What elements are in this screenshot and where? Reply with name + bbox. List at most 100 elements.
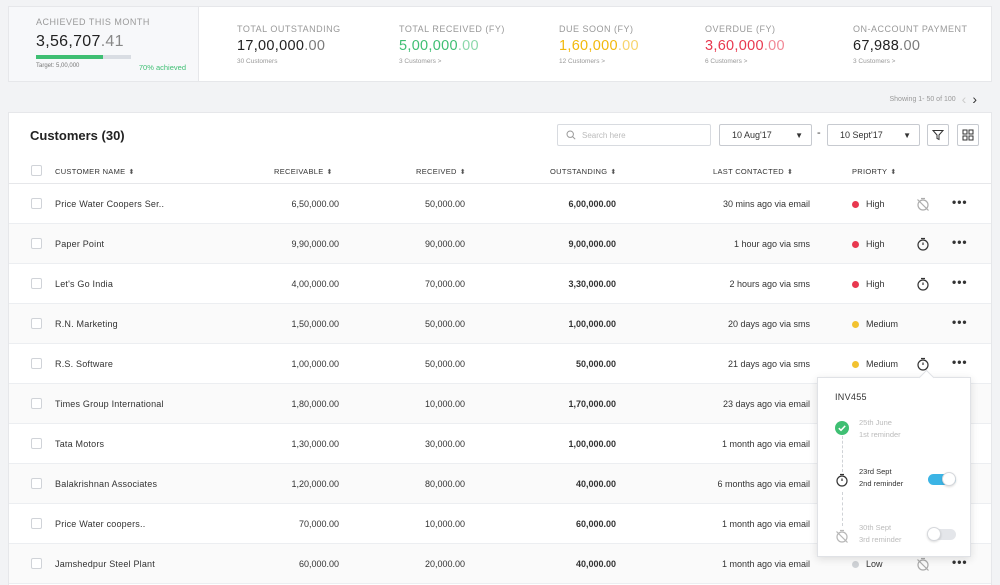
table-row[interactable]: Let's Go India 4,00,000.00 70,000.00 3,30,0… — [9, 264, 991, 304]
stat-card[interactable]: TOTAL RECEIVED (FY) 5,00,000.00 3 Customer… — [399, 24, 505, 65]
row-checkbox[interactable] — [31, 318, 42, 329]
stat-value: 67,988.00 — [853, 38, 921, 54]
customer-name[interactable]: Tata Motors — [55, 439, 105, 449]
select-all-checkbox[interactable] — [31, 165, 42, 176]
last-contacted: 2 hours ago via sms — [729, 279, 810, 289]
received-value: 50,000.00 — [424, 359, 465, 369]
header-received[interactable]: RECEIVED ⬍ — [416, 167, 466, 176]
priority-dot — [852, 360, 859, 368]
date-to-select[interactable]: 10 Sept'17 ▼ — [827, 124, 920, 146]
outstanding-value: 1,00,000.00 — [568, 439, 616, 449]
customer-name[interactable]: Let's Go India — [55, 279, 114, 289]
more-options-icon[interactable]: ••• — [952, 315, 968, 329]
stat-card[interactable]: ON-ACCOUNT PAYMENT 67,988.00 3 Customers > — [853, 24, 968, 65]
stat-label: TOTAL RECEIVED (FY) — [399, 24, 505, 34]
header-last-contacted[interactable]: LAST CONTACTED ⬍ — [713, 167, 794, 176]
target-text: Target: 5,00,000 — [36, 63, 80, 69]
stat-subtext: 6 Customers > — [705, 58, 748, 65]
customer-name[interactable]: R.N. Marketing — [55, 319, 118, 329]
reminder-toggle-off[interactable] — [927, 527, 956, 541]
table-row[interactable]: Jamshedpur Steel Plant 60,000.00 20,000.00… — [9, 544, 991, 584]
sort-icon: ⬍ — [890, 169, 897, 176]
row-checkbox[interactable] — [31, 358, 42, 369]
received-value: 30,000.00 — [424, 439, 465, 449]
customer-name[interactable]: Jamshedpur Steel Plant — [55, 559, 155, 569]
reminder-popover: INV455 25th June 1st reminder 23rd Sept … — [817, 377, 971, 557]
stat-card[interactable]: DUE SOON (FY) 1,60,000.00 12 Customers > — [559, 24, 639, 65]
customer-name[interactable]: Price Water coopers.. — [55, 519, 146, 529]
reminder-note: 1st reminder — [859, 430, 901, 439]
last-contacted: 6 months ago via email — [717, 479, 810, 489]
date-from-select[interactable]: 10 Aug'17 ▼ — [719, 124, 812, 146]
stopwatch-icon[interactable] — [916, 357, 930, 371]
row-checkbox[interactable] — [31, 518, 42, 529]
priority-badge: High — [852, 239, 885, 249]
outstanding-value: 1,70,000.00 — [568, 399, 616, 409]
chevron-down-icon: ▼ — [903, 130, 911, 140]
grid-view-button[interactable] — [957, 124, 979, 146]
stat-value: 17,00,000.00 — [237, 38, 326, 54]
row-checkbox[interactable] — [31, 438, 42, 449]
row-checkbox[interactable] — [31, 278, 42, 289]
header-customer-name[interactable]: CUSTOMER NAME ⬍ — [55, 167, 135, 176]
header-priority[interactable]: PRIORTY ⬍ — [852, 167, 897, 176]
stopwatch-icon[interactable] — [916, 237, 930, 251]
receivable-value: 4,00,000.00 — [291, 279, 339, 289]
search-input[interactable] — [582, 130, 702, 140]
customer-name[interactable]: Price Water Coopers Ser.. — [55, 199, 165, 209]
sort-icon: ⬍ — [326, 169, 333, 176]
pagination-text: Showing 1- 50 of 100 — [889, 95, 956, 103]
customer-name[interactable]: R.S. Software — [55, 359, 114, 369]
customer-name[interactable]: Times Group International — [55, 399, 164, 409]
priority-dot — [852, 240, 859, 248]
reminder-date: 23rd Sept — [859, 467, 892, 476]
more-options-icon[interactable]: ••• — [952, 195, 968, 209]
received-value: 70,000.00 — [424, 279, 465, 289]
more-options-icon[interactable]: ••• — [952, 555, 968, 569]
more-options-icon[interactable]: ••• — [952, 275, 968, 289]
row-checkbox[interactable] — [31, 238, 42, 249]
table-row[interactable]: Paper Point 9,90,000.00 90,000.00 9,00,000.… — [9, 224, 991, 264]
search-icon — [566, 130, 576, 140]
table-row[interactable]: Price Water Coopers Ser.. 6,50,000.00 50,0… — [9, 184, 991, 224]
stat-subtext: 12 Customers > — [559, 58, 606, 65]
grid-icon — [962, 129, 974, 141]
customer-name[interactable]: Balakrishnan Associates — [55, 479, 158, 489]
date-from-value: 10 Aug'17 — [732, 130, 772, 140]
more-options-icon[interactable]: ••• — [952, 235, 968, 249]
date-separator: - — [817, 127, 821, 139]
row-checkbox[interactable] — [31, 198, 42, 209]
more-options-icon[interactable]: ••• — [952, 355, 968, 369]
table-row[interactable]: R.N. Marketing 1,50,000.00 50,000.00 1,00,0… — [9, 304, 991, 344]
sort-icon: ⬍ — [128, 169, 135, 176]
receivable-value: 70,000.00 — [298, 519, 339, 529]
row-checkbox[interactable] — [31, 478, 42, 489]
reminder-toggle-on[interactable] — [928, 472, 956, 486]
stat-label: TOTAL OUTSTANDING — [237, 24, 341, 34]
outstanding-value: 50,000.00 — [575, 359, 616, 369]
last-contacted: 1 month ago via email — [721, 439, 810, 449]
row-checkbox[interactable] — [31, 398, 42, 409]
last-contacted: 21 days ago via sms — [727, 359, 810, 369]
stopwatch-icon[interactable] — [916, 277, 930, 291]
outstanding-value: 40,000.00 — [575, 479, 616, 489]
search-box[interactable] — [557, 124, 711, 146]
filter-button[interactable] — [927, 124, 949, 146]
header-outstanding[interactable]: OUTSTANDING ⬍ — [550, 167, 617, 176]
prev-page-icon[interactable]: ‹ — [961, 91, 967, 107]
row-checkbox[interactable] — [31, 558, 42, 569]
achieved-value: 3,56,707.41 — [36, 33, 124, 50]
pagination: Showing 1- 50 of 100 ‹ › — [889, 92, 977, 106]
achieved-this-month-card: ACHIEVED THIS MONTH 3,56,707.41 Target: … — [9, 7, 199, 81]
stopwatch-off-icon[interactable] — [916, 557, 930, 571]
page-title: Customers (30) — [30, 128, 125, 143]
header-receivable[interactable]: RECEIVABLE ⬍ — [274, 167, 333, 176]
last-contacted: 23 days ago via email — [722, 399, 810, 409]
priority-badge: Medium — [852, 319, 898, 329]
stat-card[interactable]: OVERDUE (FY) 3,60,000.00 6 Customers > — [705, 24, 785, 65]
customer-name[interactable]: Paper Point — [55, 239, 105, 249]
next-page-icon[interactable]: › — [972, 91, 977, 107]
receivable-value: 1,30,000.00 — [291, 439, 339, 449]
table-row[interactable]: R.S. Software 1,00,000.00 50,000.00 50,000.… — [9, 344, 991, 384]
stopwatch-off-icon[interactable] — [916, 197, 930, 211]
